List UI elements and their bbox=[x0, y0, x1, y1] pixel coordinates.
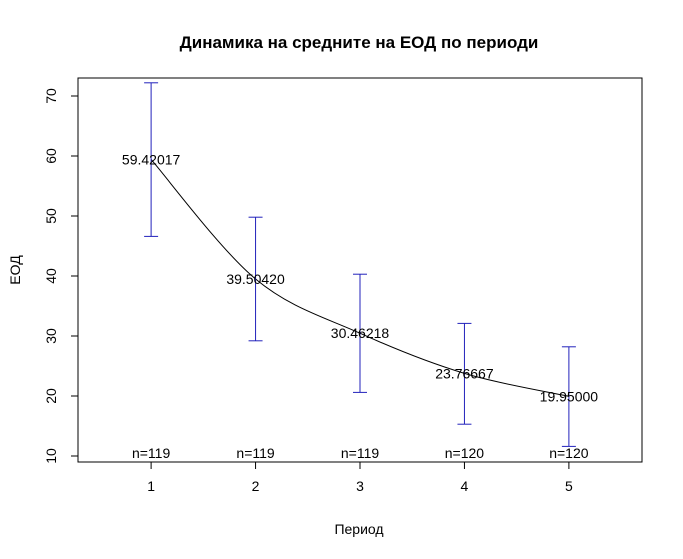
error-bar-5 bbox=[561, 346, 576, 447]
y-axis-label: ЕОД bbox=[7, 255, 23, 285]
sample-size-labels: n=119 n=119 n=119 n=120 n=120 bbox=[132, 445, 589, 461]
mean-label-4: 23.76667 bbox=[435, 365, 494, 381]
x-axis: 1 2 3 4 5 bbox=[147, 461, 573, 494]
y-tick-label-40: 40 bbox=[43, 268, 59, 284]
n-label-4: n=120 bbox=[445, 445, 485, 461]
x-tick-label-5: 5 bbox=[565, 478, 573, 494]
x-tick-label-4: 4 bbox=[461, 478, 469, 494]
y-tick-label-70: 70 bbox=[43, 88, 59, 104]
mean-labels: 59.42017 39.50420 30.46218 23.76667 19.95000 bbox=[122, 151, 598, 404]
mean-label-1: 59.42017 bbox=[122, 151, 181, 167]
error-bar-4 bbox=[457, 322, 472, 425]
plot-frame bbox=[77, 77, 643, 463]
x-axis-label: Период bbox=[334, 521, 383, 537]
n-label-3: n=119 bbox=[341, 445, 379, 461]
y-tick-label-20: 20 bbox=[43, 388, 59, 404]
y-tick-label-50: 50 bbox=[43, 208, 59, 224]
x-tick-label-2: 2 bbox=[252, 478, 260, 494]
error-bars bbox=[144, 82, 576, 447]
n-label-2: n=119 bbox=[236, 445, 274, 461]
mean-label-5: 19.95000 bbox=[540, 388, 599, 404]
chart-title: Динамика на средните на ЕОД по периоди bbox=[180, 33, 539, 52]
y-tick-label-60: 60 bbox=[43, 148, 59, 164]
mean-label-2: 39.50420 bbox=[226, 271, 285, 287]
error-bar-2 bbox=[248, 216, 263, 342]
y-tick-label-30: 30 bbox=[43, 328, 59, 344]
x-tick-label-3: 3 bbox=[356, 478, 364, 494]
y-tick-label-10: 10 bbox=[43, 448, 59, 464]
n-label-1: n=119 bbox=[132, 445, 170, 461]
n-label-5: n=120 bbox=[549, 445, 589, 461]
error-bar-1 bbox=[144, 82, 159, 237]
mean-label-3: 30.46218 bbox=[331, 325, 390, 341]
x-tick-label-1: 1 bbox=[147, 478, 155, 494]
y-axis: 10 20 30 40 50 60 70 bbox=[43, 88, 79, 464]
error-bar-3 bbox=[353, 273, 367, 393]
